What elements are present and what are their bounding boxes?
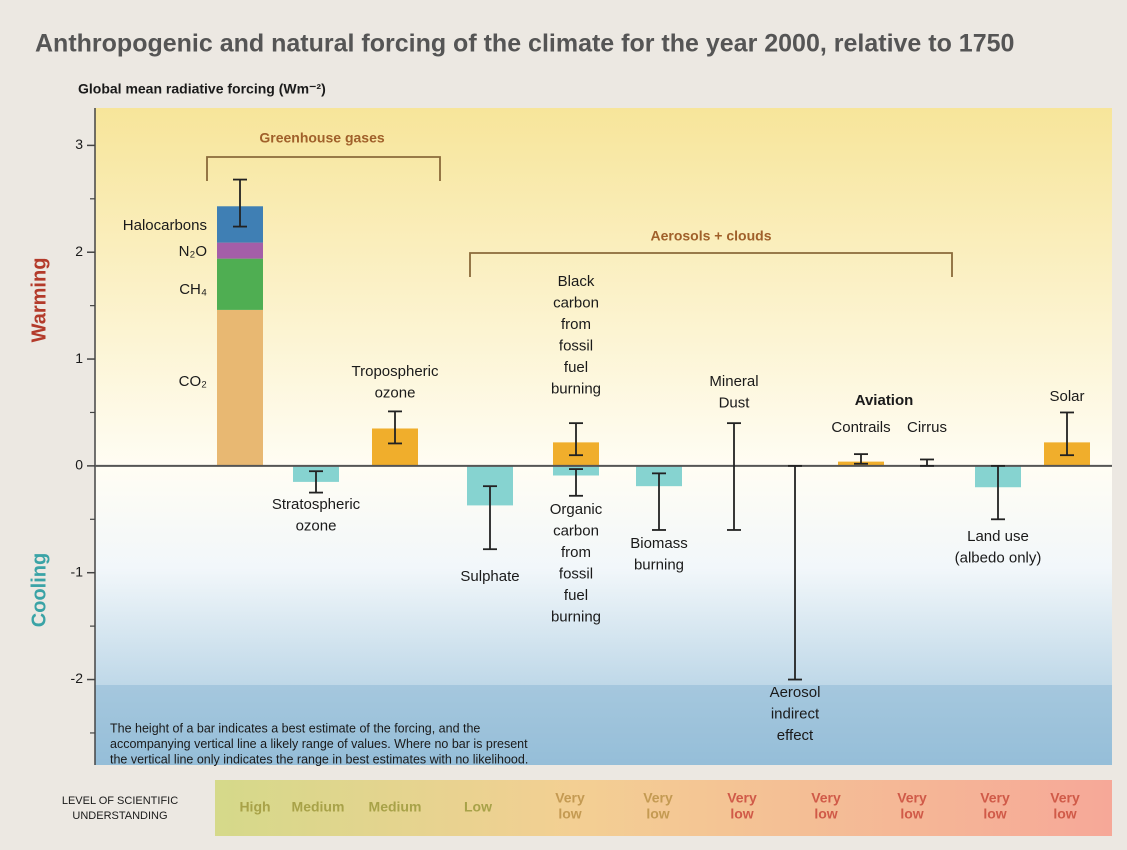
plot-area xyxy=(95,108,1112,765)
group-label: Aviation xyxy=(855,392,914,409)
forcing-label: Black xyxy=(558,273,595,290)
understanding-level: Very xyxy=(643,790,673,806)
understanding-level: High xyxy=(239,799,270,815)
understanding-level: Very xyxy=(555,790,585,806)
understanding-title: LEVEL OF SCIENTIFIC xyxy=(62,795,178,807)
note-line: The height of a bar indicates a best est… xyxy=(110,721,480,735)
forcing-label: ozone xyxy=(375,384,416,401)
understanding-level: Very xyxy=(727,790,757,806)
error-bar xyxy=(920,458,934,467)
component-label: CO₂ xyxy=(179,373,208,390)
forcing-label: carbon xyxy=(553,294,599,311)
understanding-level: Medium xyxy=(292,799,345,815)
forcing-label: Biomass xyxy=(630,535,688,552)
forcing-label: fuel xyxy=(564,359,588,376)
stack-segment xyxy=(217,258,263,310)
understanding-level: low xyxy=(900,806,923,822)
understanding-level: Very xyxy=(1050,790,1080,806)
forcing-label: Solar xyxy=(1049,388,1084,405)
forcing-label: Sulphate xyxy=(460,568,519,585)
error-bar xyxy=(854,453,868,465)
group-bracket xyxy=(206,156,441,181)
y-tick-label: 0 xyxy=(75,457,83,473)
understanding-level: Very xyxy=(897,790,927,806)
forcing-label: Stratospheric xyxy=(272,496,361,513)
forcing-label: (albedo only) xyxy=(955,549,1042,566)
forcing-label: Mineral xyxy=(709,373,758,390)
error-bar xyxy=(388,410,402,445)
note-box xyxy=(95,685,1112,765)
forcing-label: burning xyxy=(551,380,601,397)
error-bar xyxy=(788,464,802,681)
forcing-label: Tropospheric xyxy=(352,363,439,380)
error-bar xyxy=(483,485,497,551)
error-bar xyxy=(569,468,583,497)
error-bar xyxy=(727,422,741,531)
forcing-label: from xyxy=(561,316,591,333)
forcing-label: Aerosol xyxy=(770,684,821,701)
y-axis-label: Global mean radiative forcing (Wm⁻²) xyxy=(78,81,326,97)
forcing-label: fuel xyxy=(564,587,588,604)
y-tick-label: 1 xyxy=(75,350,83,366)
understanding-level: Very xyxy=(980,790,1010,806)
understanding-level: low xyxy=(558,806,581,822)
understanding-level: Very xyxy=(811,790,841,806)
forcing-label: indirect xyxy=(771,705,820,722)
forcing-label: Cirrus xyxy=(907,419,947,436)
error-bar xyxy=(309,470,323,494)
y-tick-label: 3 xyxy=(75,136,83,152)
note-line: the vertical line only indicates the ran… xyxy=(110,752,528,766)
error-bar xyxy=(1060,411,1074,457)
group-label: Greenhouse gases xyxy=(259,130,384,146)
forcing-label: ozone xyxy=(296,517,337,534)
error-bar xyxy=(991,464,1005,521)
y-tick-label: -1 xyxy=(71,563,84,579)
understanding-level: low xyxy=(730,806,753,822)
understanding-band xyxy=(215,780,1112,836)
forcing-label: effect xyxy=(777,727,814,744)
component-label: CH₄ xyxy=(179,281,207,298)
stack-segment xyxy=(217,242,263,259)
forcing-label: burning xyxy=(634,556,684,573)
forcing-label: Dust xyxy=(719,394,751,411)
cooling-label: Cooling xyxy=(28,553,50,627)
forcing-label: fossil xyxy=(559,337,593,354)
error-bar xyxy=(569,422,583,457)
error-bar xyxy=(652,472,666,531)
understanding-level: low xyxy=(814,806,837,822)
error-bar xyxy=(233,178,247,228)
forcing-label: Contrails xyxy=(831,419,890,436)
y-tick-label: -2 xyxy=(71,670,84,686)
chart-title: Anthropogenic and natural forcing of the… xyxy=(35,30,1014,58)
component-label: Halocarbons xyxy=(123,217,207,234)
forcing-label: burning xyxy=(551,608,601,625)
forcing-label: Organic xyxy=(550,501,603,518)
understanding-level: Medium xyxy=(369,799,422,815)
group-label: Aerosols + clouds xyxy=(651,228,772,244)
understanding-level: low xyxy=(646,806,669,822)
group-bracket xyxy=(469,252,953,277)
y-tick-label: 2 xyxy=(75,243,83,259)
forcing-label: carbon xyxy=(553,522,599,539)
understanding-level: low xyxy=(983,806,1006,822)
understanding-level: low xyxy=(1053,806,1076,822)
note-line: accompanying vertical line a likely rang… xyxy=(110,737,528,751)
stack-segment xyxy=(217,309,263,466)
forcing-label: fossil xyxy=(559,565,593,582)
forcing-label: from xyxy=(561,544,591,561)
forcing-label: Land use xyxy=(967,528,1029,545)
component-label: N₂O xyxy=(179,243,207,260)
understanding-level: Low xyxy=(464,799,492,815)
warming-label: Warming xyxy=(28,258,50,343)
understanding-title: UNDERSTANDING xyxy=(72,810,167,822)
